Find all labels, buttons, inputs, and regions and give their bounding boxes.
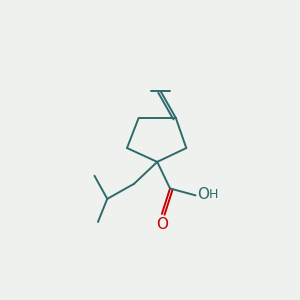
Text: H: H: [208, 188, 218, 201]
Text: O: O: [197, 187, 209, 202]
Text: O: O: [156, 217, 168, 232]
